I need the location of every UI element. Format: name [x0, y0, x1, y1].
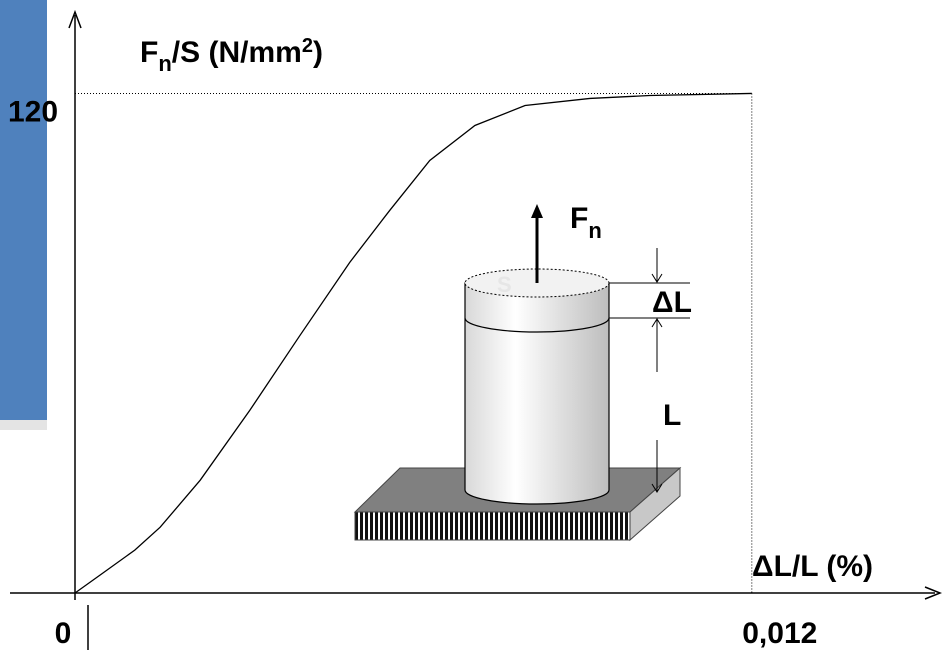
cylinder-band — [464, 317, 610, 333]
force-letter: F — [570, 202, 588, 235]
l-arrow-head-bottom — [651, 483, 663, 493]
x-tick-label: 0 — [55, 617, 72, 650]
y-label-part: 2 — [302, 35, 313, 57]
surface-label: S — [497, 272, 512, 297]
y-label-part: F — [140, 36, 158, 69]
y-axis-arrow — [68, 9, 82, 29]
plate-front — [354, 511, 631, 541]
y-label-part: n — [158, 51, 171, 76]
l-arrow-head-top — [651, 318, 663, 328]
y-label-part: /S (N/mm — [172, 36, 302, 69]
stress-strain-curve — [74, 92, 752, 594]
dl-arrow-head — [651, 273, 663, 283]
y-axis-label: Fn/S (N/mm2) — [140, 35, 323, 76]
length-label: L — [663, 399, 681, 432]
force-sub: n — [588, 218, 601, 243]
x-tick-label: 0,012 — [742, 617, 817, 650]
illustration: S Fn ΔL L — [353, 202, 692, 542]
y-label-part: ) — [313, 36, 323, 69]
delta-l-label: ΔL — [652, 286, 692, 319]
force-arrow-head — [531, 204, 543, 218]
x-axis-arrow — [924, 586, 943, 600]
axes: 120 0 0,012 — [8, 9, 943, 650]
side-bar — [0, 0, 47, 420]
cylinder-body — [464, 282, 610, 505]
side-bar-shadow — [0, 420, 47, 430]
x-axis-label: ΔL/L (%) — [752, 550, 873, 583]
force-label: Fn — [570, 202, 602, 243]
y-tick-label: 120 — [8, 95, 58, 128]
